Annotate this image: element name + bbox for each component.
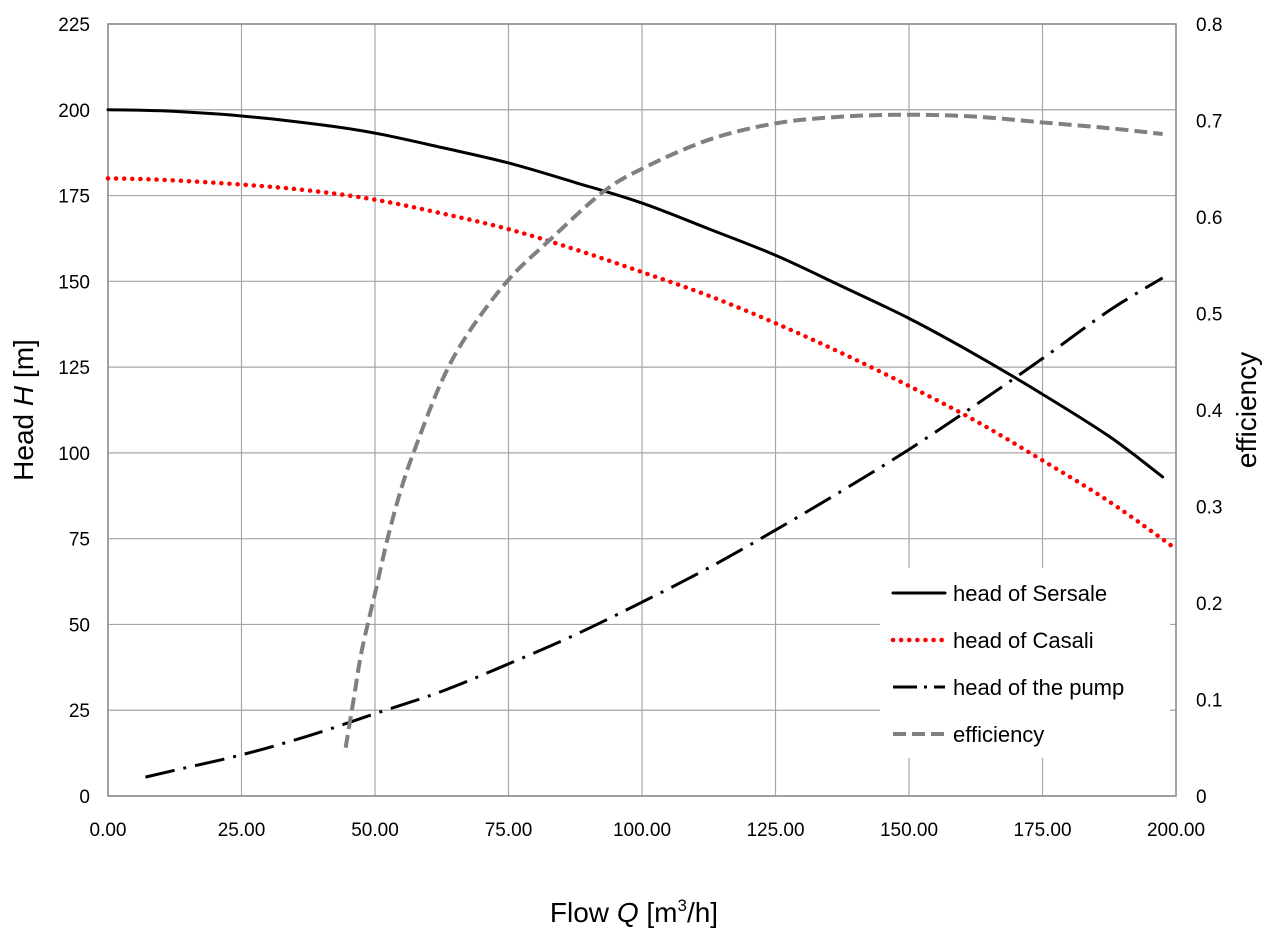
y2-tick-label: 0.7 — [1196, 112, 1222, 133]
legend-label-head-of-sersale: head of Sersale — [953, 581, 1107, 606]
x-tick-label: 25.00 — [218, 820, 266, 841]
x-tick-label: 75.00 — [485, 820, 533, 841]
y-tick-label: 0 — [79, 787, 90, 808]
y-tick-label: 225 — [58, 15, 90, 36]
x-tick-label: 200.00 — [1147, 820, 1205, 841]
series-line-head-of-the-pump — [145, 276, 1164, 779]
x-axis-ticks: 0.00 25.00 50.00 75.00 100.00 125.00 150.00 175… — [90, 820, 1206, 841]
y2-axis-title: efficiency — [1231, 352, 1262, 468]
y2-tick-label: 0.3 — [1196, 498, 1222, 519]
x-tick-label: 50.00 — [351, 820, 399, 841]
grid — [107, 23, 1177, 797]
y-tick-label: 150 — [58, 272, 90, 293]
y2-tick-label: 0.1 — [1196, 691, 1222, 712]
series-line-head-of-casali — [105, 176, 1179, 552]
y-tick-label: 125 — [58, 358, 90, 379]
y2-tick-label: 0.5 — [1196, 305, 1222, 326]
x-axis-title: Flow Q [m3/h] — [550, 896, 718, 928]
x-tick-label: 175.00 — [1013, 820, 1071, 841]
y-tick-label: 200 — [58, 101, 90, 122]
y2-tick-label: 0.8 — [1196, 15, 1222, 36]
y2-tick-label: 0.6 — [1196, 208, 1222, 229]
y2-tick-label: 0.2 — [1196, 594, 1222, 615]
y2-tick-label: 0.4 — [1196, 401, 1223, 422]
legend: head of Sersale head of Casali head of the… — [880, 568, 1170, 758]
legend-label-head-of-the-pump: head of the pump — [953, 675, 1124, 700]
y2-tick-label: 0 — [1196, 787, 1207, 808]
y-tick-label: 25 — [69, 701, 90, 722]
y-tick-label: 50 — [69, 615, 90, 636]
x-tick-label: 100.00 — [613, 820, 671, 841]
x-tick-label: 125.00 — [746, 820, 804, 841]
y-tick-label: 100 — [58, 444, 90, 465]
series-line-head-of-sersale — [106, 108, 1165, 479]
plot-frame — [107, 23, 1177, 797]
series-line-efficiency — [343, 112, 1163, 749]
series-layer — [105, 108, 1179, 779]
y-tick-label: 75 — [69, 530, 90, 551]
x-tick-label: 0.00 — [90, 820, 127, 841]
y-axis-title: Head H [m] — [8, 339, 39, 481]
x-tick-label: 150.00 — [880, 820, 938, 841]
y2-axis-ticks: 0 0.1 0.2 0.3 0.4 0.5 0.6 0.7 0.8 — [1196, 15, 1223, 808]
legend-box — [880, 568, 1170, 758]
y-tick-label: 175 — [58, 187, 90, 208]
legend-label-head-of-casali: head of Casali — [953, 628, 1094, 653]
y-axis-ticks: 0 25 50 75 100 125 150 175 200 225 — [58, 15, 90, 808]
legend-label-efficiency: efficiency — [953, 722, 1044, 747]
